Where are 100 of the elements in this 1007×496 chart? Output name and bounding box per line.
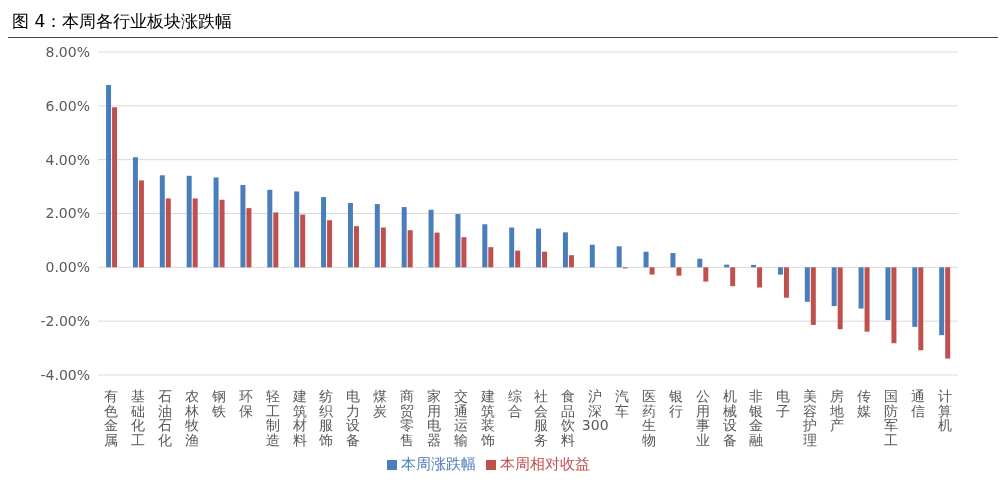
x-tick-label: 钢铁 [210, 388, 226, 419]
y-tick-label: 6.00% [45, 97, 90, 114]
bar [132, 157, 138, 268]
bar [649, 267, 655, 275]
x-tick-label: 纺织服饰 [318, 388, 334, 449]
x-tick-label: 交通运输 [453, 388, 468, 449]
bar [186, 175, 192, 268]
x-tick-label: 沪深300 [581, 388, 609, 434]
x-tick-label: 房地产 [829, 388, 845, 434]
x-tick-label: 综合 [507, 388, 522, 419]
x-tick-label: 石油石化 [158, 388, 173, 449]
bar [434, 232, 440, 268]
x-tick-label: 电力设备 [346, 388, 361, 449]
bar [562, 232, 568, 268]
x-tick-label: 传媒 [856, 388, 871, 419]
bar [240, 184, 246, 268]
y-tick-label: 4.00% [45, 151, 90, 168]
bar [488, 247, 494, 268]
bar [374, 204, 380, 268]
x-tick-label: 有色金属 [104, 388, 119, 449]
bar [192, 198, 198, 268]
bar [939, 267, 945, 336]
y-tick-label: 0.00% [45, 259, 90, 276]
bar [219, 199, 225, 268]
y-tick-label: 8.00% [45, 43, 90, 60]
x-tick-label: 国防军工 [883, 388, 898, 449]
x-tick-label: 建筑装饰 [479, 388, 495, 449]
bar [428, 209, 434, 268]
bar [213, 177, 219, 268]
chart-title: 图 4：本周各行业板块涨跌幅 [11, 10, 234, 33]
x-tick-label: 农林牧渔 [184, 388, 200, 449]
bar [515, 250, 521, 268]
x-tick-label: 通信 [910, 388, 925, 419]
bar [676, 267, 682, 276]
bar [407, 230, 413, 268]
x-tick-label: 公用事业 [695, 388, 710, 449]
bar [380, 227, 386, 268]
x-tick-label: 机械设备 [722, 388, 737, 449]
x-tick-label: 家用电器 [426, 388, 441, 449]
x-tick-label: 环保 [238, 388, 253, 419]
bar [536, 228, 542, 268]
bar [858, 267, 864, 309]
x-tick-label: 社会服务 [534, 388, 549, 449]
legend-label: 本周相对收益 [499, 455, 590, 473]
bar [353, 226, 359, 268]
bar [697, 258, 703, 268]
bar [267, 189, 273, 268]
x-tick-label: 商贸零售 [400, 388, 415, 449]
x-tick-label: 非银金融 [748, 388, 764, 449]
y-tick-label: -4.00% [40, 366, 90, 383]
bar [891, 267, 897, 344]
y-tick-label: 2.00% [45, 205, 90, 222]
bar [273, 212, 279, 268]
bar [294, 191, 300, 268]
x-tick-label: 计算机 [937, 388, 952, 434]
x-tick-label: 电子 [776, 388, 791, 419]
bar [327, 220, 333, 268]
bar [670, 253, 676, 268]
bar [106, 85, 112, 268]
bar [885, 267, 891, 321]
bar [589, 244, 595, 268]
x-tick-label: 汽车 [615, 388, 630, 419]
bar [112, 107, 118, 268]
bar [138, 180, 144, 268]
bar [777, 267, 783, 275]
bar [455, 214, 461, 268]
bar [730, 267, 736, 287]
y-tick-label: -2.00% [40, 313, 90, 330]
bar [482, 224, 488, 268]
bar [159, 175, 165, 268]
legend-label: 本周涨跌幅 [400, 455, 476, 473]
bar [804, 267, 810, 302]
x-tick-label: 基础化工 [130, 388, 146, 449]
bar [945, 267, 951, 359]
bar [912, 267, 918, 327]
x-tick-label: 美容护理 [802, 388, 818, 449]
bar [300, 214, 306, 268]
x-tick-label: 食品饮料 [560, 388, 576, 449]
bar [810, 267, 816, 325]
bar [165, 198, 171, 268]
bar [568, 255, 574, 268]
bar [461, 237, 467, 268]
x-tick-label: 煤炭 [373, 388, 388, 419]
bar [401, 207, 407, 268]
bar [918, 267, 924, 351]
bar [542, 251, 548, 268]
bar [321, 197, 327, 268]
bar [831, 267, 837, 307]
x-tick-label: 轻工制造 [265, 388, 280, 449]
bar [757, 267, 763, 288]
bar [616, 246, 622, 268]
bar [703, 267, 709, 282]
x-tick-label: 医药生物 [641, 388, 656, 449]
bar [864, 267, 870, 332]
x-tick-label: 建筑材料 [291, 388, 307, 449]
bar [837, 267, 843, 330]
bar [643, 251, 649, 268]
bar [509, 227, 515, 268]
bar [783, 267, 789, 298]
bar [246, 208, 252, 268]
